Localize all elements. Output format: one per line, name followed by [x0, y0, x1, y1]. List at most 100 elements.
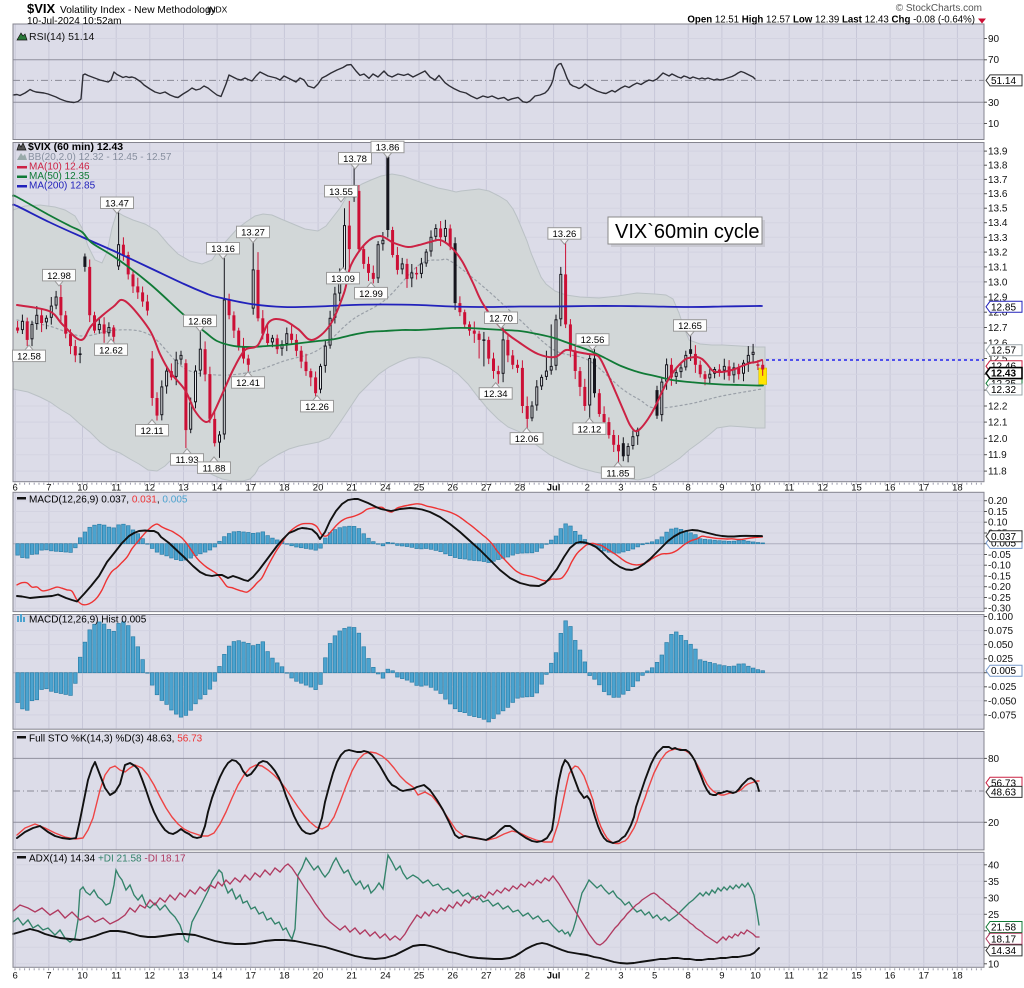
svg-text:Full STO %K(14,3) %D(3) 48.63,: Full STO %K(14,3) %D(3) 48.63, 56.73: [29, 734, 203, 745]
svg-text:13.4: 13.4: [988, 218, 1008, 229]
svg-text:9: 9: [719, 971, 724, 982]
svg-text:15: 15: [851, 483, 862, 494]
svg-text:13.7: 13.7: [988, 175, 1008, 186]
svg-text:12.43: 12.43: [991, 369, 1016, 380]
svg-text:12.57: 12.57: [991, 346, 1016, 357]
svg-text:13.9: 13.9: [988, 147, 1008, 158]
svg-text:24: 24: [380, 483, 391, 494]
svg-text:8: 8: [686, 971, 691, 982]
svg-text:-0.075: -0.075: [988, 710, 1017, 721]
svg-text:20: 20: [988, 818, 1000, 829]
svg-text:12.41: 12.41: [236, 378, 260, 389]
svg-text:0.100: 0.100: [988, 612, 1013, 623]
svg-text:21.58: 21.58: [991, 923, 1016, 934]
svg-text:70: 70: [988, 55, 1000, 66]
svg-text:13: 13: [178, 483, 189, 494]
svg-text:0.10: 0.10: [988, 518, 1008, 529]
svg-text:17: 17: [246, 483, 257, 494]
svg-text:-0.05: -0.05: [988, 550, 1011, 561]
svg-text:5: 5: [652, 971, 657, 982]
svg-text:13: 13: [178, 971, 189, 982]
svg-text:Open 12.51 High 12.57 Low 12.3: Open 12.51 High 12.57 Low 12.39 Last 12.…: [687, 15, 975, 26]
svg-text:12.5: 12.5: [988, 354, 1008, 365]
svg-text:12.70: 12.70: [489, 314, 513, 325]
svg-text:VIX`60min cycle: VIX`60min cycle: [615, 221, 760, 243]
svg-text:10: 10: [77, 483, 88, 494]
svg-text:27: 27: [481, 483, 492, 494]
svg-text:-0.050: -0.050: [988, 696, 1017, 707]
svg-text:9: 9: [719, 483, 724, 494]
svg-text:0.15: 0.15: [988, 507, 1008, 518]
svg-text:12.1: 12.1: [988, 418, 1008, 429]
svg-text:11.85: 11.85: [606, 468, 629, 479]
svg-text:11.93: 11.93: [175, 455, 198, 466]
svg-text:12.11: 12.11: [140, 426, 163, 437]
svg-text:6: 6: [13, 483, 18, 494]
svg-text:10: 10: [77, 971, 88, 982]
svg-text:13.78: 13.78: [343, 154, 367, 165]
svg-text:25: 25: [414, 971, 425, 982]
svg-text:3: 3: [618, 483, 623, 494]
svg-text:14: 14: [212, 971, 223, 982]
svg-text:16: 16: [885, 483, 896, 494]
svg-text:11.8: 11.8: [988, 467, 1007, 478]
svg-text:12.06: 12.06: [515, 434, 539, 445]
svg-text:-0.10: -0.10: [988, 561, 1011, 572]
svg-text:-0.25: -0.25: [988, 593, 1011, 604]
svg-text:© StockCharts.com: © StockCharts.com: [896, 3, 982, 14]
svg-text:$VIX: $VIX: [27, 1, 56, 16]
svg-text:0.037: 0.037: [991, 532, 1016, 543]
svg-text:12.32: 12.32: [991, 385, 1016, 396]
svg-text:24: 24: [380, 971, 391, 982]
svg-text:12.9: 12.9: [988, 293, 1008, 304]
svg-text:12.68: 12.68: [188, 317, 212, 328]
svg-text:28: 28: [515, 971, 526, 982]
svg-text:12.2: 12.2: [988, 402, 1008, 413]
svg-text:30: 30: [988, 98, 1000, 109]
svg-text:35: 35: [988, 877, 1000, 888]
svg-text:18.17: 18.17: [991, 934, 1016, 945]
svg-text:RSI(14) 51.14: RSI(14) 51.14: [29, 31, 95, 43]
svg-text:Jul: Jul: [547, 971, 561, 982]
svg-text:17: 17: [919, 971, 930, 982]
svg-text:15: 15: [851, 971, 862, 982]
svg-text:-0.15: -0.15: [988, 572, 1011, 583]
svg-text:11: 11: [111, 971, 121, 982]
svg-text:12.99: 12.99: [359, 289, 383, 300]
svg-text:12.34: 12.34: [484, 389, 508, 400]
svg-text:30: 30: [988, 893, 1000, 904]
svg-text:12.7: 12.7: [988, 323, 1008, 334]
svg-text:0.050: 0.050: [988, 640, 1013, 651]
svg-text:12.62: 12.62: [99, 345, 123, 356]
svg-text:7: 7: [46, 483, 51, 494]
svg-text:12.0: 12.0: [988, 434, 1008, 445]
svg-text:26: 26: [447, 971, 458, 982]
svg-text:21: 21: [346, 971, 357, 982]
svg-text:20: 20: [313, 971, 324, 982]
svg-text:16: 16: [885, 971, 896, 982]
svg-text:0.20: 0.20: [988, 496, 1008, 507]
svg-text:14.34: 14.34: [991, 946, 1016, 957]
svg-text:18: 18: [279, 483, 290, 494]
svg-text:13.6: 13.6: [988, 189, 1008, 200]
svg-text:12.8: 12.8: [988, 308, 1008, 319]
svg-text:BB(20,2.0) 12.32 - 12.45 - 12.: BB(20,2.0) 12.32 - 12.45 - 12.57: [28, 152, 172, 163]
svg-text:MA(10) 12.46: MA(10) 12.46: [29, 162, 90, 173]
svg-text:12: 12: [145, 483, 156, 494]
svg-text:18: 18: [952, 483, 963, 494]
svg-text:13.47: 13.47: [105, 199, 129, 210]
svg-text:13.27: 13.27: [241, 228, 265, 239]
svg-text:13.8: 13.8: [988, 161, 1008, 172]
svg-text:10: 10: [988, 119, 1000, 130]
svg-text:11: 11: [784, 483, 794, 494]
svg-text:2: 2: [585, 971, 590, 982]
svg-text:11: 11: [784, 971, 794, 982]
svg-text:25: 25: [414, 483, 425, 494]
svg-text:11.88: 11.88: [202, 463, 225, 474]
svg-text:12.65: 12.65: [678, 321, 702, 332]
svg-text:21: 21: [346, 483, 357, 494]
svg-text:-0.30: -0.30: [988, 604, 1011, 615]
svg-text:5: 5: [652, 483, 657, 494]
svg-text:12.6: 12.6: [988, 339, 1008, 350]
svg-text:0.075: 0.075: [988, 626, 1013, 637]
